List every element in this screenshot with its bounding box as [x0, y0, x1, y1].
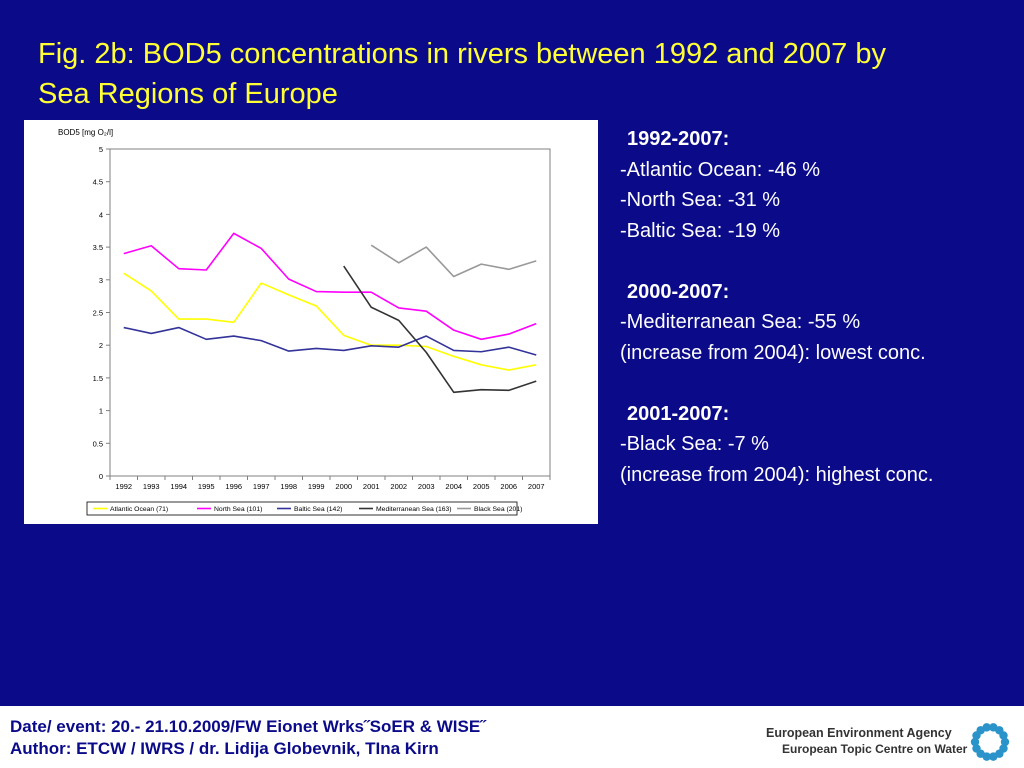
x-tick-label: 1995 [198, 482, 215, 491]
slide-title: Fig. 2b: BOD5 concentrations in rivers b… [38, 38, 886, 110]
x-tick-label: 2005 [473, 482, 490, 491]
y-tick-label: 2 [99, 341, 103, 350]
line-chart: BOD5 [mg O₂/l] 0 0.5 1 1.5 2 2.5 3 3.5 4 4.5 5 1992 1… [24, 120, 598, 524]
chart-series [123, 232, 537, 394]
chart-canvas: BOD5 [mg O₂/l] 0 0.5 1 1.5 2 2.5 3 3.5 4 4.5 5 1992 1… [58, 128, 551, 516]
legend-label: Black Sea (201) [474, 506, 522, 513]
notes-period-heading: 2001-2007: [627, 402, 730, 425]
y-tick-label: 2.5 [93, 309, 103, 318]
notes-line: -North Sea: -31 % [620, 189, 781, 211]
eea-logo: European Environment Agency European Top… [766, 718, 1016, 766]
y-tick-label: 3.5 [93, 243, 103, 252]
footer-credits: Date/ event: 20.- 21.10.2009/FW Eionet W… [10, 716, 486, 760]
notes-period-heading: 2000-2007: [627, 280, 730, 303]
y-tick-label: 4 [99, 210, 103, 219]
y-tick-label: 0.5 [93, 439, 103, 448]
footer-bar: Date/ event: 20.- 21.10.2009/FW Eionet W… [0, 706, 1024, 768]
y-tick-label: 1 [99, 407, 103, 416]
series-line-4 [370, 244, 537, 278]
x-tick-label: 2003 [418, 482, 435, 491]
eea-logo-subtitle: European Topic Centre on Water [782, 742, 968, 756]
series-line-2 [123, 326, 537, 356]
x-tick-label: 2006 [500, 482, 517, 491]
legend-label: Mediterranean Sea (163) [376, 506, 452, 513]
y-tick-label: 0 [99, 472, 103, 481]
x-tick-label: 1994 [170, 482, 187, 491]
notes-line: (increase from 2004): highest conc. [620, 463, 934, 486]
y-axis-title: BOD5 [mg O₂/l] [58, 128, 113, 137]
x-tick-label: 1997 [253, 482, 270, 491]
series-line-3 [343, 265, 537, 394]
x-tick-label: 2001 [363, 482, 380, 491]
legend-label: North Sea (101) [214, 506, 262, 513]
chart-legend: Atlantic Ocean (71) North Sea (101) Baltic… [86, 501, 522, 516]
chart-axes: BOD5 [mg O₂/l] 0 0.5 1 1.5 2 2.5 3 3.5 4 4.5 5 1992 1… [58, 128, 551, 491]
plot-area [109, 148, 551, 477]
eea-sunburst-icon [970, 723, 1010, 761]
x-tick-label: 1999 [308, 482, 325, 491]
footer-date-event: Date/ event: 20.- 21.10.2009/FW Eionet W… [10, 717, 486, 736]
series-line-0 [123, 272, 537, 371]
summary-notes: 1992-2007: -Atlantic Ocean: -46 % -North S… [620, 124, 1024, 490]
notes-line: -Baltic Sea: -19 % [620, 219, 781, 242]
y-tick-label: 5 [99, 145, 103, 154]
x-tick-label: 1993 [143, 482, 160, 491]
y-tick-label: 1.5 [93, 374, 103, 383]
x-tick-label: 1996 [225, 482, 242, 491]
notes-line: -Black Sea: -7 % [620, 433, 769, 455]
legend-label: Baltic Sea (142) [294, 506, 342, 513]
x-tick-label: 2004 [445, 482, 462, 491]
x-tick-label: 2002 [390, 482, 407, 491]
notes-line: (increase from 2004): lowest conc. [620, 341, 926, 364]
eea-logo-name: European Environment Agency [766, 726, 952, 740]
y-tick-label: 3 [99, 276, 103, 285]
legend-frame [86, 501, 518, 516]
series-line-1 [123, 232, 537, 341]
notes-line: -Mediterranean Sea: -55 % [620, 311, 861, 333]
notes-spacer [620, 246, 1024, 277]
y-tick-label: 4.5 [93, 178, 103, 187]
x-tick-label: 2000 [335, 482, 352, 491]
notes-period-heading: 1992-2007: [627, 128, 730, 150]
notes-spacer [620, 368, 1024, 399]
notes-line: -Atlantic Ocean: -46 % [620, 158, 821, 181]
x-tick-label: 1998 [280, 482, 297, 491]
footer-author: Author: ETCW / IWRS / dr. Lidija Globevn… [10, 739, 439, 758]
x-tick-label: 2007 [528, 482, 545, 491]
legend-label: Atlantic Ocean (71) [110, 506, 168, 513]
x-tick-label: 1992 [115, 482, 132, 491]
